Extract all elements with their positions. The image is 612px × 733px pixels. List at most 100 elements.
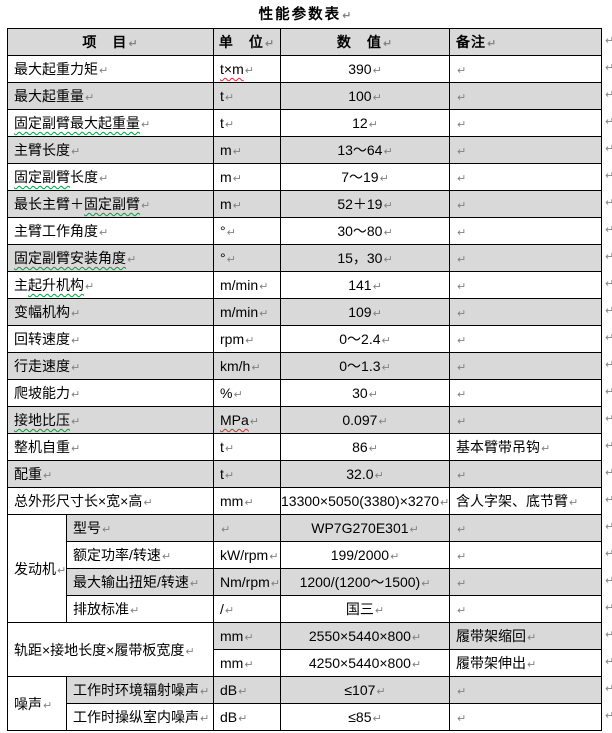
- unit-cell[interactable]: rpm↵: [213, 325, 281, 353]
- value-cell[interactable]: 109↵: [280, 298, 450, 326]
- unit-cell[interactable]: °↵: [213, 217, 281, 245]
- value-cell[interactable]: 86↵: [280, 433, 450, 461]
- item-cell[interactable]: 行走速度↵: [7, 352, 214, 380]
- unit-cell[interactable]: t↵: [213, 460, 281, 488]
- item-cell[interactable]: 最长主臂＋固定副臂↵: [7, 190, 214, 218]
- group-cell[interactable]: 噪声↵: [7, 676, 67, 731]
- note-cell[interactable]: 基本臂带吊钩↵: [449, 433, 602, 461]
- unit-cell[interactable]: mm↵: [213, 622, 281, 650]
- header-note-cell[interactable]: 备注↵: [449, 28, 602, 56]
- note-cell[interactable]: ↵: [449, 109, 602, 137]
- item-cell[interactable]: 工作时操纵室内噪声↵: [66, 703, 214, 731]
- item-cell[interactable]: 固定副臂安装角度↵: [7, 244, 214, 272]
- value-cell[interactable]: 30↵: [280, 379, 450, 407]
- note-cell[interactable]: ↵: [449, 55, 602, 83]
- unit-cell[interactable]: t↵: [213, 109, 281, 137]
- item-cell[interactable]: 固定副臂长度↵: [7, 163, 214, 191]
- item-cell[interactable]: 配重↵: [7, 460, 214, 488]
- value-cell[interactable]: 52＋19↵: [280, 190, 450, 218]
- value-cell[interactable]: 13～64↵: [280, 136, 450, 164]
- unit-cell[interactable]: dB↵: [213, 676, 281, 704]
- value-cell[interactable]: 390↵: [280, 55, 450, 83]
- item-cell[interactable]: 接地比压↵: [7, 406, 214, 434]
- note-cell[interactable]: ↵: [449, 271, 602, 299]
- item-cell[interactable]: 最大起重量↵: [7, 82, 214, 110]
- span-item-cell[interactable]: 轨距×接地长度×履带板宽度↵: [7, 622, 214, 677]
- value-cell[interactable]: 0.097↵: [280, 406, 450, 434]
- value-cell[interactable]: 30～80↵: [280, 217, 450, 245]
- header-unit-cell[interactable]: 单 位↵: [213, 28, 281, 56]
- item-cell[interactable]: 最大起重力矩↵: [7, 55, 214, 83]
- note-cell[interactable]: ↵: [449, 541, 602, 569]
- value-cell[interactable]: 1200/(1200～1500)↵: [280, 568, 450, 596]
- item-cell[interactable]: 爬坡能力↵: [7, 379, 214, 407]
- value-cell[interactable]: 12↵: [280, 109, 450, 137]
- item-cell[interactable]: 固定副臂最大起重量↵: [7, 109, 214, 137]
- unit-cell[interactable]: MPa↵: [213, 406, 281, 434]
- value-cell[interactable]: 15，30↵: [280, 244, 450, 272]
- item-cell[interactable]: 工作时环境辐射噪声↵: [66, 676, 214, 704]
- value-cell[interactable]: 13300×5050(3380)×3270↵: [280, 487, 450, 515]
- item-cell[interactable]: 变幅机构↵: [7, 298, 214, 326]
- unit-cell[interactable]: %↵: [213, 379, 281, 407]
- unit-cell[interactable]: t×m↵: [213, 55, 281, 83]
- note-cell[interactable]: ↵: [449, 676, 602, 704]
- item-cell[interactable]: 主臂工作角度↵: [7, 217, 214, 245]
- header-value-cell[interactable]: 数 值↵: [280, 28, 450, 56]
- value-cell[interactable]: 2550×5440×800↵: [280, 622, 450, 650]
- item-cell[interactable]: 主起升机构↵: [7, 271, 214, 299]
- value-cell[interactable]: 32.0↵: [280, 460, 450, 488]
- value-cell[interactable]: WP7G270E301↵: [280, 514, 450, 542]
- unit-cell[interactable]: dB↵: [213, 703, 281, 731]
- header-item-cell[interactable]: 项 目↵: [7, 28, 214, 56]
- unit-cell[interactable]: t↵: [213, 82, 281, 110]
- value-cell[interactable]: 100↵: [280, 82, 450, 110]
- item-cell[interactable]: 总外形尺寸长×宽×高↵: [7, 487, 214, 515]
- unit-cell[interactable]: km/h↵: [213, 352, 281, 380]
- note-cell[interactable]: ↵: [449, 352, 602, 380]
- value-cell[interactable]: 0～2.4↵: [280, 325, 450, 353]
- note-cell[interactable]: ↵: [449, 82, 602, 110]
- value-cell[interactable]: 4250×5440×800↵: [280, 649, 450, 677]
- value-cell[interactable]: 国三↵: [280, 595, 450, 623]
- item-cell[interactable]: 额定功率/转速↵: [66, 541, 214, 569]
- value-cell[interactable]: ≤85↵: [280, 703, 450, 731]
- value-cell[interactable]: 199/2000↵: [280, 541, 450, 569]
- item-cell[interactable]: 最大输出扭矩/转速↵: [66, 568, 214, 596]
- unit-cell[interactable]: °↵: [213, 244, 281, 272]
- value-cell[interactable]: 0～1.3↵: [280, 352, 450, 380]
- note-cell[interactable]: ↵: [449, 703, 602, 731]
- note-cell[interactable]: ↵: [449, 595, 602, 623]
- note-cell[interactable]: 履带架伸出↵: [449, 649, 602, 677]
- note-cell[interactable]: ↵: [449, 136, 602, 164]
- note-cell[interactable]: 含人字架、底节臂↵: [449, 487, 602, 515]
- note-cell[interactable]: ↵: [449, 298, 602, 326]
- note-cell[interactable]: 履带架缩回↵: [449, 622, 602, 650]
- unit-cell[interactable]: Nm/rpm↵: [213, 568, 281, 596]
- value-cell[interactable]: 141↵: [280, 271, 450, 299]
- note-cell[interactable]: ↵: [449, 379, 602, 407]
- value-cell[interactable]: 7～19↵: [280, 163, 450, 191]
- item-cell[interactable]: 型号↵: [66, 514, 214, 542]
- unit-cell[interactable]: m↵: [213, 136, 281, 164]
- value-cell[interactable]: ≤107↵: [280, 676, 450, 704]
- unit-cell[interactable]: m/min↵: [213, 298, 281, 326]
- unit-cell[interactable]: m↵: [213, 163, 281, 191]
- unit-cell[interactable]: kW/rpm↵: [213, 541, 281, 569]
- item-cell[interactable]: 整机自重↵: [7, 433, 214, 461]
- item-cell[interactable]: 排放标准↵: [66, 595, 214, 623]
- unit-cell[interactable]: mm↵: [213, 487, 281, 515]
- note-cell[interactable]: ↵: [449, 163, 602, 191]
- item-cell[interactable]: 主臂长度↵: [7, 136, 214, 164]
- unit-cell[interactable]: t↵: [213, 433, 281, 461]
- note-cell[interactable]: ↵: [449, 460, 602, 488]
- note-cell[interactable]: ↵: [449, 325, 602, 353]
- note-cell[interactable]: ↵: [449, 568, 602, 596]
- unit-cell[interactable]: mm↵: [213, 649, 281, 677]
- unit-cell[interactable]: ↵: [213, 514, 281, 542]
- group-cell[interactable]: 发动机↵: [7, 514, 67, 623]
- unit-cell[interactable]: m↵: [213, 190, 281, 218]
- note-cell[interactable]: ↵: [449, 217, 602, 245]
- unit-cell[interactable]: m/min↵: [213, 271, 281, 299]
- note-cell[interactable]: ↵: [449, 190, 602, 218]
